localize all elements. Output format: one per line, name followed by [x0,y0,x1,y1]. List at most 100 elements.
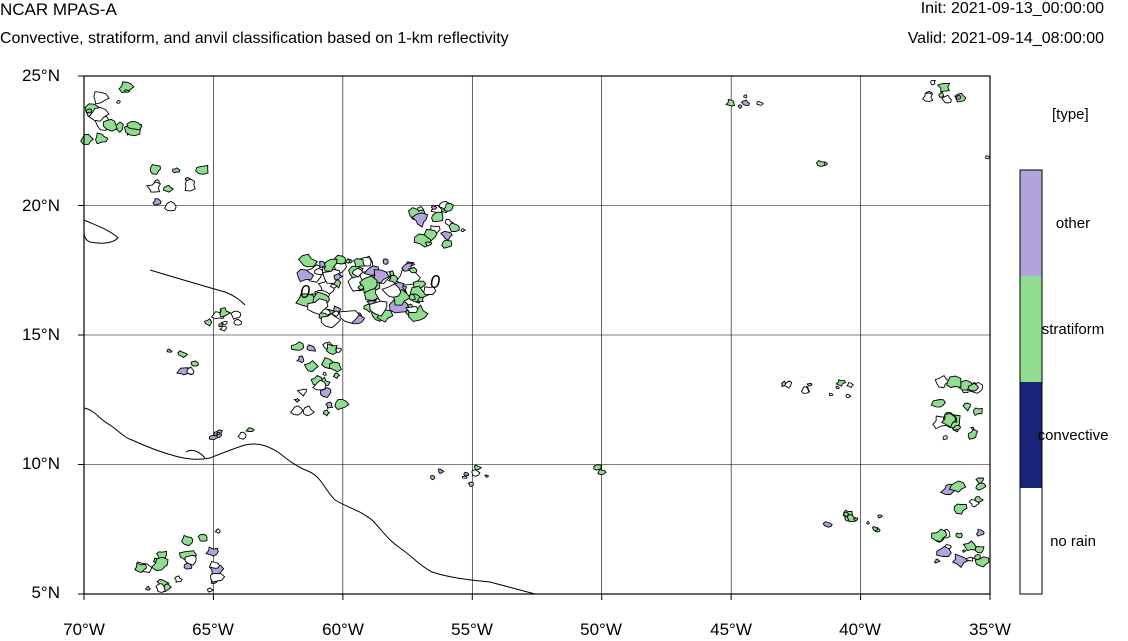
precip-cell [737,104,743,109]
precip-cell [962,540,977,552]
precip-cell [351,267,364,278]
precip-cell [431,211,444,223]
precip-cell [973,407,983,417]
coastlines [83,219,536,595]
precip-cell [835,385,840,389]
precip-cell [424,241,433,247]
precip-cell [145,585,151,591]
coastline-lesser-antilles [149,269,246,306]
precip-cell [173,575,183,583]
precip-cell [155,583,166,593]
precip-cell [332,372,341,380]
precip-cell [116,100,121,104]
precip-cell [322,409,331,417]
precip-cell [921,92,934,103]
precip-cell [936,82,951,93]
precip-cell [335,347,343,354]
precip-cell [853,517,859,522]
precip-cell [441,239,453,249]
precip-cell [936,545,952,557]
precip-cell [940,413,957,428]
precip-cell [126,121,143,131]
precip-cell [245,427,255,433]
precip-cell [219,325,227,332]
precip-cell [290,341,305,351]
legend-frame [1019,169,1043,595]
precip-cell [933,558,941,564]
precip-cell [756,100,764,106]
precip-cell [306,344,317,352]
precip-cell [195,164,209,175]
precip-cell [951,425,962,431]
x-tick-label: 60°W [322,620,364,639]
precip-cell [437,468,445,474]
precip-cell [930,399,946,408]
precip-cell [406,303,413,308]
precip-cell [467,481,474,487]
precip-cell [865,521,870,525]
precip-cell [381,283,402,298]
precip-cell [822,521,833,528]
x-tick-label: 50°W [580,620,622,639]
legend-swatch-stratiform [1020,276,1042,382]
precip-cell [946,375,962,388]
legend-label-convective: convective [1037,427,1109,444]
precip-cell [203,318,213,327]
x-tick-label: 70°W [63,620,105,639]
precip-cell [460,228,467,232]
precip-cell [296,388,308,397]
precip-cell [440,230,453,242]
precip-cell [296,268,315,283]
precip-cell [408,304,429,322]
precip-cell [333,272,344,281]
precip-cell [151,556,169,571]
precip-cell [951,553,970,568]
precip-cell [423,286,437,296]
precip-cell [214,528,221,534]
precip-cell [473,464,482,471]
precip-cell [948,480,967,493]
precip-cell [293,398,301,403]
precip-cell [784,380,793,389]
precip-cell [835,379,847,387]
precip-cell [146,181,162,193]
precip-cell [743,94,748,99]
precip-cell [430,205,438,211]
precip-cell [176,367,189,376]
x-tick-label: 35°W [969,620,1011,639]
coastline-puerto-rico-left [83,219,119,244]
precip-cell [462,475,468,479]
precip-cell [823,161,828,166]
precip-cell [177,350,189,359]
precip-cell [296,355,305,364]
precip-cell [164,200,177,212]
contour-label: 0 [430,272,440,292]
map-title: NCAR MPAS-A [0,0,117,19]
precip-cell [358,275,378,294]
precip-cell [338,310,360,324]
precip-cell [954,94,961,100]
precipitation-features [80,80,991,593]
y-tick-label: 10°N [22,454,60,473]
legend-colorbar [1019,169,1043,595]
precip-cell [974,556,990,568]
map-subtitle: Convective, stratiform, and anvil classi… [0,30,509,47]
precip-cell [373,269,390,284]
precip-cell [210,572,226,583]
coastline-south-america [83,407,536,595]
precip-cell [815,160,828,167]
contour-label: 0 [300,282,310,302]
precip-cell [417,296,424,303]
precip-cell [162,184,174,193]
precip-cell [319,387,332,399]
precip-cell [471,469,481,477]
precip-cell [448,222,460,232]
precip-cell [411,212,429,228]
legend-swatch-other [1020,170,1042,276]
y-tick-label: 20°N [22,196,60,215]
precip-cell [297,253,318,268]
precip-cell [974,496,984,503]
legend-swatch-no-rain [1020,488,1042,594]
precip-cell [369,300,388,317]
precip-cell [843,511,849,518]
